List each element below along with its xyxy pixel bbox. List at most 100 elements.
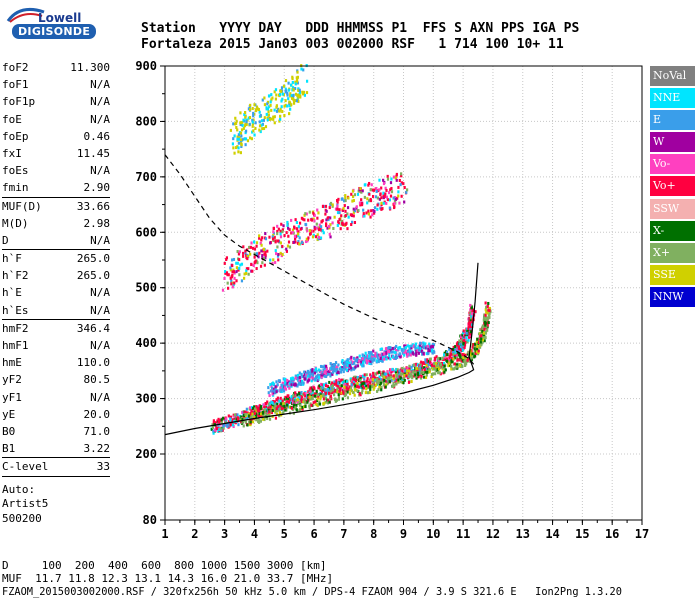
echo-point: [403, 346, 406, 350]
echo-point: [223, 261, 226, 265]
echo-point: [303, 213, 306, 217]
echo-point: [242, 254, 245, 258]
echo-point: [359, 376, 362, 380]
echo-point: [331, 391, 334, 395]
echo-point: [339, 384, 342, 388]
echo-point: [281, 411, 284, 415]
echo-point: [371, 385, 374, 389]
echo-point: [407, 371, 410, 375]
echo-point: [409, 348, 412, 352]
echo-point: [277, 258, 280, 262]
echo-point: [312, 217, 315, 221]
echo-point: [283, 104, 286, 108]
echo-point: [231, 270, 234, 274]
echo-point: [350, 213, 353, 217]
echo-point: [418, 343, 421, 347]
echo-point: [363, 377, 366, 381]
echo-point: [299, 392, 302, 396]
echo-point: [393, 384, 396, 388]
echo-point: [350, 223, 353, 227]
echo-point: [240, 138, 243, 142]
param-row-hmf1: hmF1 N/A: [2, 337, 110, 354]
echo-point: [403, 373, 406, 377]
echo-point: [356, 381, 359, 385]
echo-point: [361, 382, 364, 386]
echo-point: [412, 374, 415, 378]
echo-point: [232, 257, 236, 261]
echo-point: [315, 394, 318, 398]
echo-point: [242, 251, 245, 255]
echo-point: [353, 193, 357, 197]
echo-point: [380, 358, 383, 362]
echo-point: [404, 345, 408, 349]
echo-point: [238, 266, 241, 270]
echo-point: [404, 369, 407, 373]
echo-point: [312, 211, 315, 215]
echo-point: [406, 344, 410, 348]
echo-point: [403, 351, 406, 355]
echo-point: [334, 361, 338, 365]
echo-point: [298, 392, 301, 396]
echo-point: [269, 382, 272, 386]
echo-point: [397, 194, 400, 198]
echo-point: [297, 88, 300, 92]
echo-point: [250, 241, 253, 245]
echo-point: [266, 417, 269, 421]
echo-point: [358, 393, 361, 397]
echo-point: [290, 406, 293, 410]
echo-point: [328, 400, 331, 404]
echo-point: [418, 371, 421, 375]
echo-point: [270, 406, 274, 410]
echo-point: [443, 351, 446, 355]
echo-point: [429, 345, 432, 349]
echo-point: [227, 414, 230, 418]
param-row-fof2: foF2 11.300: [2, 59, 110, 76]
echo-point: [448, 362, 451, 366]
echo-point: [485, 305, 488, 309]
echo-point: [361, 364, 364, 368]
param-name: foF2: [2, 61, 29, 74]
echo-point: [296, 241, 300, 245]
echo-point: [337, 395, 341, 399]
echo-point: [341, 208, 344, 212]
echo-point: [379, 192, 382, 196]
echo-point: [385, 201, 388, 205]
echo-point: [343, 381, 347, 385]
echo-point: [306, 229, 309, 233]
echo-point: [369, 378, 373, 382]
param-value: N/A: [90, 112, 110, 126]
legend-item-x-: X+: [650, 242, 695, 263]
echo-point: [480, 341, 484, 345]
echo-point: [312, 233, 315, 237]
echo-point: [254, 126, 257, 130]
echo-point: [395, 355, 398, 359]
echo-point: [363, 373, 366, 377]
echo-point: [359, 203, 362, 207]
echo-point: [292, 393, 295, 397]
echo-point: [326, 387, 329, 391]
echo-point: [231, 285, 234, 289]
echo-point: [270, 108, 273, 112]
echo-point: [365, 381, 368, 385]
echo-point: [302, 90, 306, 94]
echo-point: [234, 146, 238, 150]
echo-point: [381, 374, 384, 378]
echo-point: [356, 364, 360, 368]
echo-point: [230, 258, 234, 262]
echo-point: [282, 224, 285, 228]
echo-point: [283, 377, 287, 381]
echo-point: [236, 137, 239, 141]
echo-point: [382, 178, 385, 182]
echo-point: [420, 349, 424, 353]
echo-point: [307, 393, 310, 397]
echo-point: [237, 252, 241, 256]
echo-point: [385, 188, 388, 192]
echo-point: [303, 400, 306, 404]
echo-point: [298, 408, 302, 412]
echo-point: [441, 365, 444, 369]
echo-point: [475, 347, 479, 351]
echo-point: [373, 356, 376, 360]
echo-point: [294, 376, 297, 380]
echo-point: [284, 383, 287, 387]
echo-point: [224, 271, 227, 275]
